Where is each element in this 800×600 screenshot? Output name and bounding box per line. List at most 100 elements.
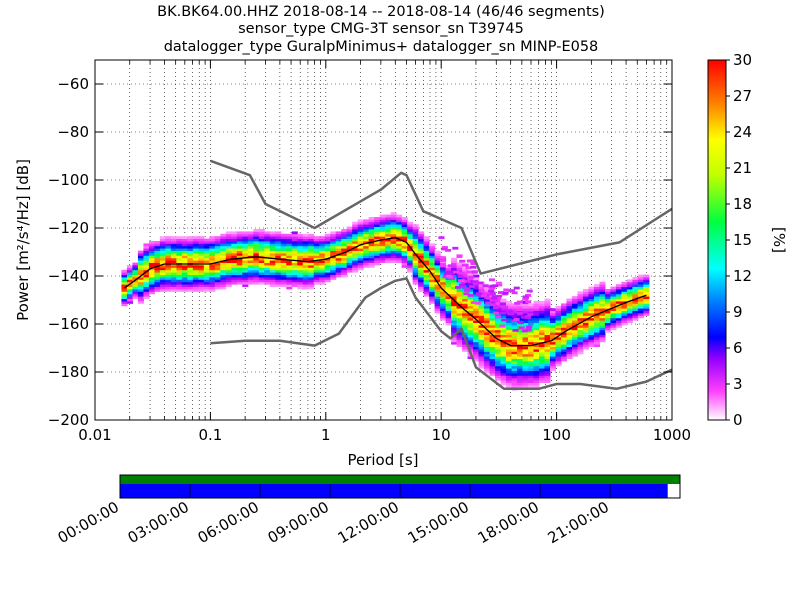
heatmap-cell [401, 265, 408, 268]
heatmap-cell [429, 277, 436, 280]
heatmap-cell [253, 250, 260, 254]
heatmap-cell [319, 248, 326, 251]
heatmap-cell [445, 291, 452, 295]
heatmap-cell [258, 257, 265, 261]
heatmap-cell [258, 243, 265, 247]
heatmap-cell [588, 289, 595, 292]
heatmap-cell [478, 361, 485, 364]
heatmap-cell [500, 358, 507, 362]
heatmap-cell [418, 265, 425, 268]
heatmap-cell [456, 310, 463, 314]
heatmap-cell [418, 286, 425, 290]
heatmap-cell [440, 279, 447, 283]
heatmap-cell [302, 274, 309, 278]
heatmap-cell [176, 269, 183, 273]
heatmap-cell [604, 289, 611, 292]
heatmap-cell [269, 284, 276, 287]
colorbar-tick-label: 0 [733, 411, 743, 429]
heatmap-cell [368, 219, 375, 223]
heatmap-cell [538, 373, 546, 376]
heatmap-cell [357, 250, 364, 254]
heatmap-cell [484, 286, 491, 290]
heatmap-cell [429, 243, 436, 247]
heatmap-cell [434, 279, 441, 283]
heatmap-cell [456, 339, 463, 343]
heatmap-cell [462, 269, 469, 273]
heatmap-cell [159, 265, 166, 268]
heatmap-cell [341, 253, 348, 256]
heatmap-cell [495, 344, 502, 347]
heatmap-cell [132, 272, 139, 275]
heatmap-cell [198, 243, 205, 247]
heatmap-cell [538, 346, 546, 350]
heatmap-cell [324, 279, 331, 283]
heatmap-cell [522, 332, 529, 335]
heatmap-cell [264, 274, 271, 278]
heatmap-cell [121, 301, 128, 304]
heatmap-cell [549, 361, 557, 364]
heatmap-cell [517, 341, 524, 345]
heatmap-cell [517, 339, 524, 343]
heatmap-cell [214, 286, 221, 290]
heatmap-cell [374, 260, 381, 263]
heatmap-cell [214, 284, 221, 287]
heatmap-cell [253, 265, 260, 268]
heatmap-cell [242, 265, 249, 268]
heatmap-cell [502, 291, 509, 295]
model-curves [124, 159, 673, 391]
heatmap-cell [517, 351, 524, 355]
heatmap-cell [308, 257, 315, 261]
heatmap-cell [637, 293, 644, 297]
heatmap-cell [527, 312, 534, 316]
heatmap-cell [264, 257, 271, 261]
heatmap-cell [165, 238, 172, 242]
heatmap-cell [143, 265, 150, 268]
timeline-tick-label: 21:00:00 [545, 498, 612, 547]
heatmap-cell [253, 248, 260, 251]
heatmap-cell [571, 341, 578, 345]
heatmap-cell [434, 260, 441, 263]
heatmap-cell [346, 257, 353, 261]
heatmap-cell [346, 260, 353, 263]
heatmap-cell [335, 250, 342, 254]
heatmap-cell [159, 277, 166, 280]
heatmap-cell [538, 351, 546, 355]
heatmap-cell [511, 334, 518, 338]
heatmap-cell [456, 317, 463, 321]
heatmap-cell [489, 308, 496, 311]
heatmap-cell [313, 267, 320, 271]
heatmap-cell [495, 361, 502, 364]
heatmap-cell [412, 250, 419, 254]
heatmap-cell [484, 334, 491, 338]
heatmap-cell [352, 243, 359, 247]
heatmap-cell [302, 272, 309, 275]
heatmap-cell [621, 310, 628, 314]
heatmap-cell [451, 320, 458, 323]
heatmap-cell [495, 375, 502, 379]
heatmap-cell [517, 373, 524, 376]
heatmap-cell [297, 260, 304, 263]
heatmap-cell [464, 289, 471, 292]
heatmap-cell [451, 262, 458, 266]
heatmap-cell [500, 375, 507, 379]
heatmap-cell [522, 368, 529, 371]
heatmap-cell [236, 243, 243, 247]
heatmap-cell [626, 286, 633, 290]
heatmap-cell [192, 241, 199, 244]
heatmap-cell [242, 277, 249, 280]
heatmap-cell [198, 248, 205, 251]
heatmap-cell [484, 322, 491, 326]
heatmap-cell [491, 296, 498, 300]
heatmap-cell [566, 310, 573, 314]
heatmap-cell [143, 284, 150, 287]
plot-area: 0.01 0.1 1 10 100 1000 −60−80−100−120−140−160… [48, 59, 691, 444]
heatmap-cell [418, 279, 425, 283]
heatmap-cell [555, 358, 562, 362]
heatmap-cell [577, 351, 584, 355]
heatmap-cell [506, 356, 513, 359]
heatmap-cell [242, 243, 249, 247]
heatmap-cell [396, 219, 403, 223]
heatmap-cell [286, 255, 293, 259]
heatmap-cell [170, 274, 177, 278]
heatmap-cell [560, 308, 568, 311]
